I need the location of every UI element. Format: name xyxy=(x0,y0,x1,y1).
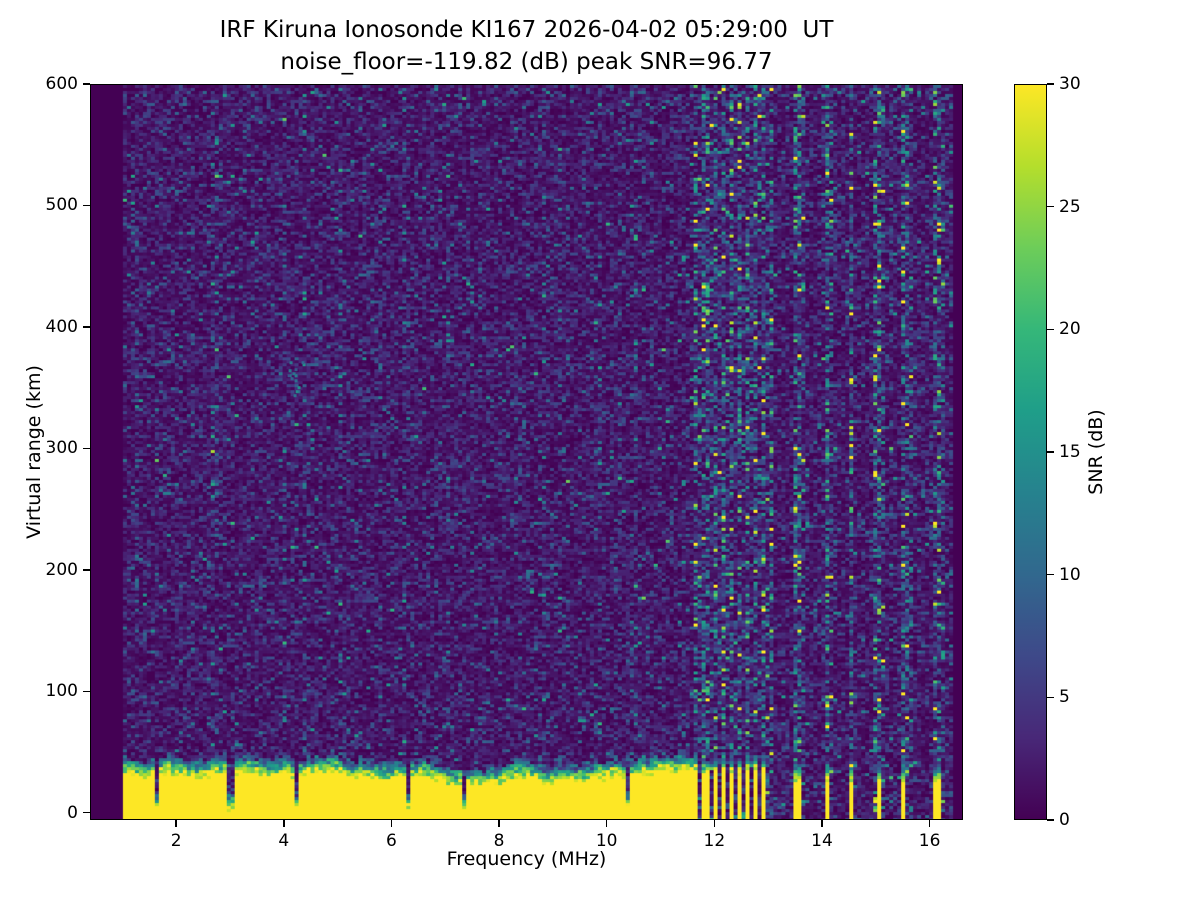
colorbar-tick-label: 0 xyxy=(1059,810,1070,830)
x-tick-label: 2 xyxy=(170,831,182,851)
y-tick-label: 400 xyxy=(45,316,78,337)
colorbar-tick-label: 5 xyxy=(1059,687,1070,708)
y-tick-label: 200 xyxy=(45,559,78,580)
plot-title: IRF Kiruna Ionosonde KI167 2026-04-02 05… xyxy=(219,17,834,43)
x-tick-label: 16 xyxy=(918,831,941,851)
x-tick-mark xyxy=(928,820,931,827)
x-tick-label: 4 xyxy=(278,831,290,851)
x-tick-mark xyxy=(821,820,823,827)
colorbar-tick-label: 25 xyxy=(1059,196,1081,217)
y-tick-mark xyxy=(83,569,90,571)
x-tick-mark xyxy=(498,820,500,827)
x-tick-mark xyxy=(283,820,285,827)
y-tick-label: 0 xyxy=(67,802,78,823)
y-tick-mark xyxy=(83,204,90,207)
x-tick-mark xyxy=(175,820,177,827)
y-tick-mark xyxy=(83,811,90,814)
y-tick-mark xyxy=(83,447,90,450)
colorbar-tick-mark xyxy=(1047,696,1054,699)
x-tick-label: 10 xyxy=(595,831,618,851)
plot-subtitle: noise_floor=-119.82 (dB) peak SNR=96.77 xyxy=(280,49,773,75)
y-tick-mark xyxy=(83,690,90,692)
x-axis-label: Frequency (MHz) xyxy=(446,848,607,870)
colorbar-tick-label: 30 xyxy=(1059,74,1081,94)
x-tick-label: 6 xyxy=(385,831,397,851)
colorbar-tick-label: 10 xyxy=(1059,564,1081,585)
y-tick-label: 100 xyxy=(45,681,78,702)
x-tick-mark xyxy=(713,820,716,827)
x-tick-label: 8 xyxy=(493,831,505,851)
x-tick-mark xyxy=(605,820,608,827)
colorbar-tick-label: 15 xyxy=(1059,442,1081,462)
colorbar-tick-mark xyxy=(1047,819,1054,821)
x-tick-mark xyxy=(390,820,393,827)
plot-area xyxy=(90,84,963,820)
heatmap-canvas xyxy=(91,85,962,819)
x-tick-label: 14 xyxy=(811,831,833,851)
y-tick-mark xyxy=(83,326,90,328)
colorbar-tick-mark xyxy=(1047,573,1054,576)
y-tick-label: 600 xyxy=(45,74,78,94)
y-tick-label: 500 xyxy=(45,195,78,216)
colorbar-tick-mark xyxy=(1047,451,1054,453)
y-tick-label: 300 xyxy=(45,438,78,459)
colorbar-gradient xyxy=(1015,85,1046,819)
x-tick-label: 12 xyxy=(703,831,726,851)
colorbar xyxy=(1014,84,1047,820)
colorbar-tick-mark xyxy=(1047,205,1054,208)
y-tick-mark xyxy=(83,83,90,85)
colorbar-tick-mark xyxy=(1047,328,1054,331)
colorbar-tick-mark xyxy=(1047,83,1054,85)
colorbar-tick-label: 20 xyxy=(1059,319,1081,340)
